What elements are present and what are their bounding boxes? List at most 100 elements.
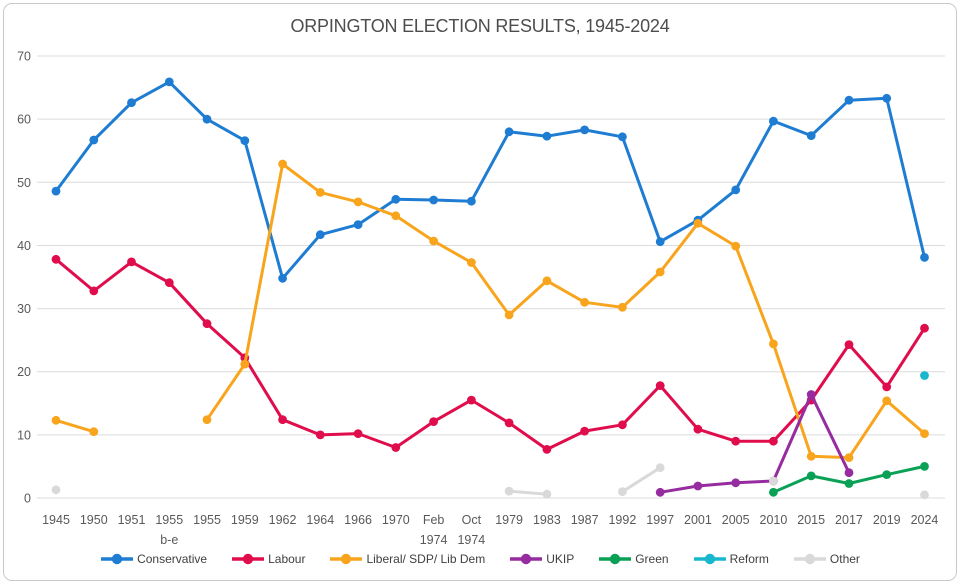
reform-point <box>920 371 929 380</box>
x-tick-label: 1959 <box>231 513 259 527</box>
ukip-point <box>731 478 741 488</box>
liberal-sdp-lib-dem-point <box>240 359 250 369</box>
liberal-sdp-lib-dem-point <box>769 339 778 349</box>
liberal-sdp-lib-dem-point <box>504 310 514 320</box>
ukip-point <box>844 468 854 478</box>
y-tick-label: 10 <box>17 428 31 442</box>
other-point <box>618 487 627 497</box>
labour-point <box>51 254 61 264</box>
conservative-point <box>542 131 552 141</box>
labour-line <box>54 257 926 451</box>
series-liberal-sdp-lib-dem <box>51 159 929 462</box>
reform-legend-marker-icon <box>693 553 726 565</box>
legend-label: Labour <box>268 552 306 566</box>
liberal-sdp-lib-dem-legend-marker-icon <box>330 553 363 565</box>
green-point <box>844 479 854 488</box>
other-line <box>507 466 662 496</box>
conservative-point <box>844 95 854 105</box>
labour-point <box>920 323 929 333</box>
legend-item-labour: Labour <box>231 552 305 566</box>
liberal-sdp-lib-dem-point <box>429 236 438 246</box>
ukip-legend-marker-icon <box>510 553 543 565</box>
labour-point <box>278 415 287 425</box>
labour-point <box>164 278 174 288</box>
other-point <box>920 490 929 500</box>
x-tick-label: 1983 <box>533 513 561 527</box>
liberal-sdp-lib-dem-point <box>51 415 61 425</box>
labour-point <box>882 382 892 392</box>
chart-frame: ORPINGTON ELECTION RESULTS, 1945-2024 0 1… <box>3 3 957 581</box>
labour-point <box>467 395 476 405</box>
liberal-sdp-lib-dem-point <box>467 258 476 267</box>
x-tick-label: 1955 b-e <box>155 513 183 547</box>
conservative-point <box>580 125 589 135</box>
legend-label: Reform <box>729 552 769 566</box>
other-point <box>542 489 552 499</box>
liberal-sdp-lib-dem-point <box>202 415 212 425</box>
liberal-sdp-lib-dem-point <box>731 241 741 251</box>
legend-label: Other <box>829 552 860 566</box>
x-tick-label: 1951 <box>118 513 146 527</box>
conservative-point <box>429 195 438 205</box>
x-tick-label: 1997 <box>646 513 674 527</box>
conservative-point <box>806 131 816 141</box>
y-tick-label: 20 <box>17 365 31 379</box>
series-green <box>769 462 929 497</box>
labour-point <box>429 417 438 426</box>
legend-label: Liberal/ SDP/ Lib Dem <box>366 552 486 566</box>
labour-point <box>89 286 99 296</box>
labour-legend-marker-icon <box>232 553 265 565</box>
labour-point <box>391 443 401 452</box>
series-conservative <box>51 77 929 283</box>
ukip-point <box>693 481 703 491</box>
chart-title: ORPINGTON ELECTION RESULTS, 1945-2024 <box>290 16 670 36</box>
x-tick-label: 1950 <box>80 513 108 527</box>
green-point <box>920 462 929 471</box>
labour-point <box>769 436 778 446</box>
legend-label: UKIP <box>546 552 575 566</box>
labour-point <box>202 319 212 329</box>
other-point <box>504 486 514 496</box>
conservative-point <box>391 194 401 204</box>
x-tick-label: Oct 1974 <box>457 513 485 547</box>
liberal-sdp-lib-dem-point <box>693 218 703 228</box>
legend-item-other: Other <box>793 552 860 566</box>
labour-point <box>655 381 665 390</box>
y-tick-label: 30 <box>17 302 31 316</box>
liberal-sdp-lib-dem-point <box>920 429 929 438</box>
liberal-sdp-lib-dem-point <box>315 188 325 197</box>
y-tick-label: 0 <box>24 492 31 506</box>
liberal-sdp-lib-dem-point <box>882 396 892 406</box>
conservative-legend-marker-icon <box>101 553 134 565</box>
legend-item-ukip: UKIP <box>509 552 574 566</box>
conservative-point <box>920 253 929 262</box>
ukip-point <box>655 487 665 497</box>
x-tick-label: 1966 <box>344 513 372 527</box>
x-tick-label: 1979 <box>495 513 523 527</box>
series-reform <box>920 371 929 380</box>
liberal-sdp-lib-dem-point <box>391 211 401 221</box>
conservative-line <box>54 80 926 280</box>
liberal-sdp-lib-dem-point <box>580 297 589 307</box>
conservative-point <box>89 135 99 145</box>
conservative-point <box>655 237 665 247</box>
x-tick-label: 2015 <box>797 513 825 527</box>
legend-label: Green <box>635 552 669 566</box>
x-tick-label: 2017 <box>835 513 863 527</box>
x-tick-label: 2024 <box>911 513 939 527</box>
other-point <box>51 485 61 495</box>
conservative-point <box>164 77 174 87</box>
y-tick-label: 70 <box>17 50 31 64</box>
x-tick-label: 2010 <box>760 513 788 527</box>
conservative-point <box>51 186 61 196</box>
green-point <box>769 487 778 497</box>
series-other <box>51 463 929 500</box>
conservative-point <box>769 116 778 126</box>
labour-point <box>844 340 854 349</box>
conservative-point <box>315 230 325 240</box>
green-point <box>882 470 892 479</box>
labour-point <box>353 429 363 438</box>
conservative-point <box>353 220 363 230</box>
conservative-point <box>618 132 627 142</box>
